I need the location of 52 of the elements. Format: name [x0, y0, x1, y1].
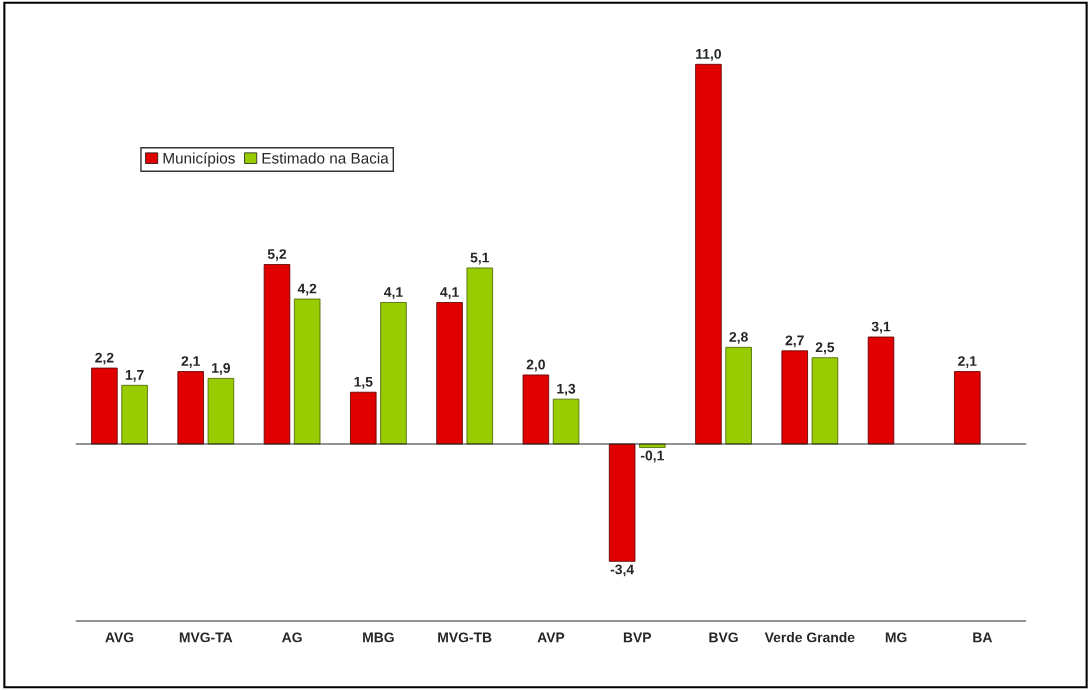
- data-label: 1,9: [212, 363, 231, 375]
- x-tick-label: AG: [282, 632, 302, 643]
- bar: [380, 302, 407, 445]
- bar: [954, 371, 981, 445]
- bar: [867, 336, 895, 445]
- bar: [263, 264, 291, 445]
- x-tick-label: AVG: [105, 632, 134, 643]
- bar: [207, 378, 235, 445]
- data-label: 1,7: [125, 370, 144, 382]
- data-label: 1,5: [354, 377, 373, 389]
- data-label: 5,1: [470, 252, 490, 265]
- data-label: 2,7: [785, 335, 804, 348]
- x-tick-label: MBG: [363, 632, 394, 643]
- data-label: 11,0: [696, 48, 721, 61]
- x-tick-label: BVP: [623, 632, 652, 643]
- data-label: 3,1: [871, 321, 891, 334]
- bar: [811, 357, 839, 445]
- bar: [466, 267, 494, 445]
- data-label: 4,2: [297, 283, 317, 296]
- bar: [436, 302, 463, 445]
- bar: [725, 346, 752, 445]
- bar: [177, 371, 204, 445]
- bar: [695, 63, 722, 445]
- data-label: 2,8: [729, 332, 748, 344]
- data-label: -0,1: [640, 450, 664, 463]
- x-tick-label: MVG-TA: [179, 632, 233, 643]
- data-label: 2,1: [958, 356, 977, 369]
- x-tick-label: AVP: [537, 632, 565, 643]
- legend-label: Municípios: [163, 152, 235, 167]
- bar: [91, 367, 118, 445]
- data-label: 4,1: [440, 287, 459, 299]
- data-label: 2,1: [181, 356, 200, 369]
- x-tick-label: Verde Grande: [764, 632, 855, 643]
- data-label: 2,2: [95, 352, 114, 365]
- bar: [781, 350, 808, 445]
- data-label: 1,3: [557, 383, 576, 396]
- data-label: 2,5: [815, 342, 835, 355]
- data-label: 2,0: [526, 359, 545, 372]
- x-tick-label: MVG-TB: [438, 632, 492, 643]
- data-label: 4,1: [384, 287, 403, 299]
- x-tick-label: MG: [885, 632, 907, 643]
- data-label: 5,2: [267, 249, 287, 262]
- bar: [552, 398, 580, 445]
- x-tick-label: BVG: [709, 632, 738, 643]
- bar: [293, 298, 321, 445]
- bar: [121, 384, 148, 445]
- x-tick-label: BA: [973, 632, 993, 643]
- data-label: -3,4: [610, 564, 635, 577]
- legend-label: Estimado na Bacia: [262, 152, 389, 164]
- bar: [608, 443, 636, 562]
- bar: [350, 391, 377, 445]
- bar: [522, 374, 550, 445]
